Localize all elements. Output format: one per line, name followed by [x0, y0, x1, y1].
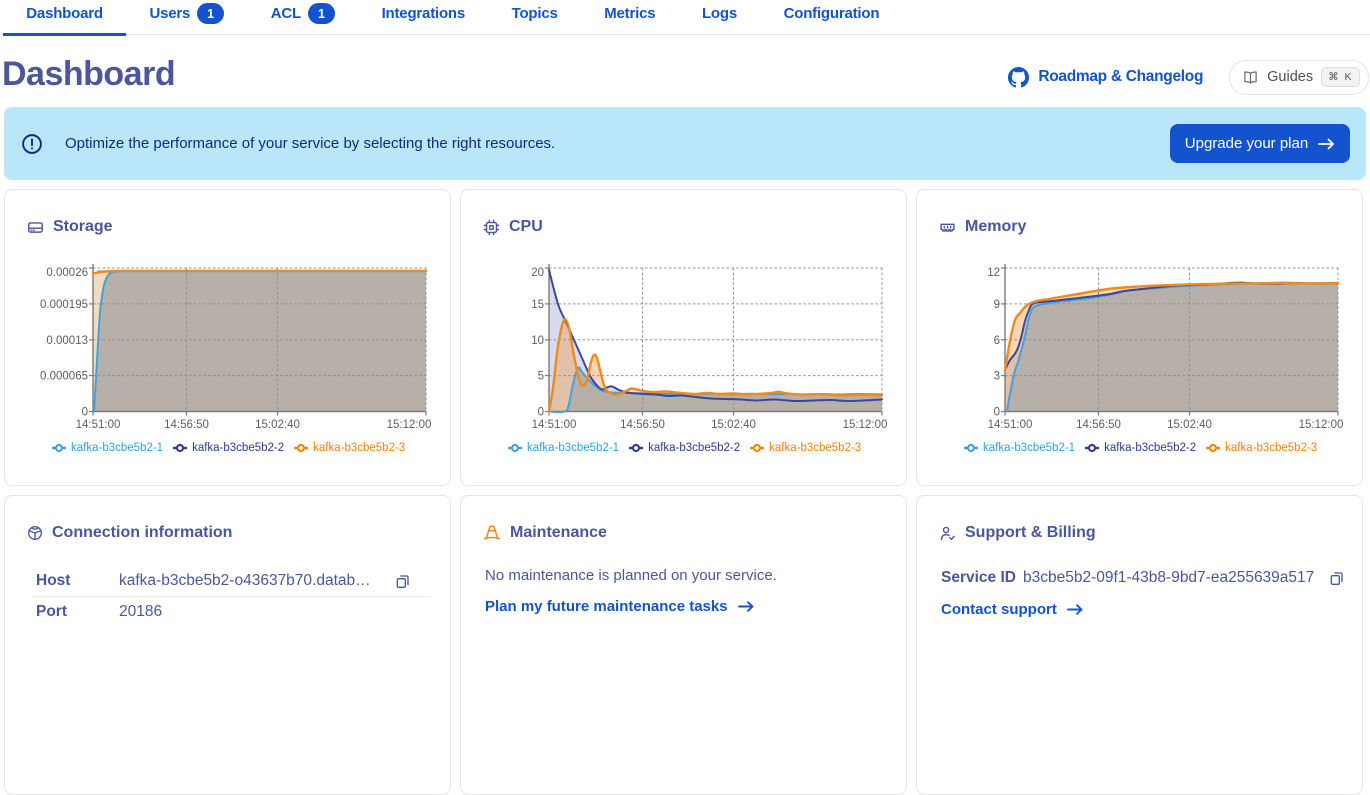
- svg-text:15:02:40: 15:02:40: [255, 419, 300, 431]
- svg-text:15:02:40: 15:02:40: [711, 419, 756, 431]
- svg-text:3: 3: [994, 371, 1000, 383]
- svg-text:15:12:00: 15:12:00: [1299, 419, 1344, 431]
- svg-text:0: 0: [994, 407, 1000, 419]
- svg-text:15:12:00: 15:12:00: [843, 419, 888, 431]
- svg-text:10: 10: [531, 335, 544, 347]
- svg-text:14:56:50: 14:56:50: [620, 419, 665, 431]
- svg-text:15: 15: [531, 299, 544, 311]
- svg-text:0: 0: [538, 407, 544, 419]
- svg-text:15:12:00: 15:12:00: [387, 419, 432, 431]
- svg-text:6: 6: [994, 335, 1000, 347]
- svg-text:9: 9: [994, 299, 1000, 311]
- svg-text:14:51:00: 14:51:00: [76, 419, 121, 431]
- svg-text:14:56:50: 14:56:50: [164, 419, 209, 431]
- svg-text:14:51:00: 14:51:00: [532, 419, 577, 431]
- svg-text:0.00026: 0.00026: [46, 267, 88, 279]
- svg-text:12: 12: [987, 267, 1000, 279]
- svg-text:0.000195: 0.000195: [40, 299, 88, 311]
- svg-text:14:56:50: 14:56:50: [1076, 419, 1121, 431]
- svg-text:0.00013: 0.00013: [46, 335, 88, 347]
- svg-text:0: 0: [82, 407, 88, 419]
- svg-text:14:51:00: 14:51:00: [988, 419, 1033, 431]
- svg-text:5: 5: [538, 371, 544, 383]
- svg-text:0.000065: 0.000065: [40, 371, 88, 383]
- svg-text:20: 20: [531, 267, 544, 279]
- svg-text:15:02:40: 15:02:40: [1167, 419, 1212, 431]
